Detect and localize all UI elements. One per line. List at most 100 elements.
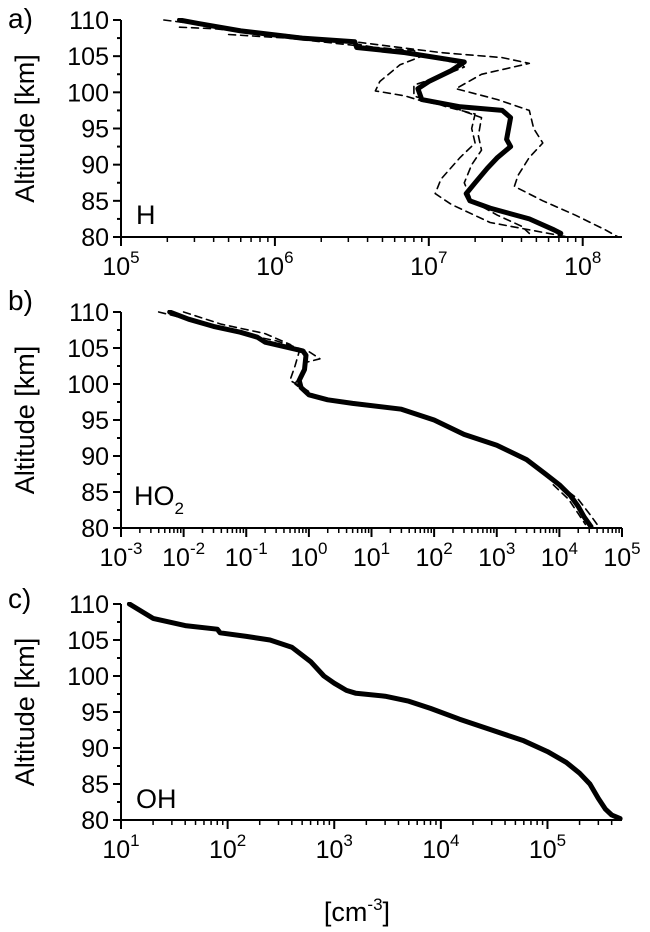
x-axis-title-end: ] [383, 897, 391, 927]
y-tick-label: 105 [67, 627, 109, 655]
x-tick-exponent: 7 [438, 248, 447, 267]
x-tick-exponent: 4 [569, 539, 578, 558]
x-tick-label: 105 [102, 248, 139, 281]
x-tick-exponent: 1 [381, 539, 390, 558]
y-tick-label: 80 [81, 807, 109, 835]
x-tick-exponent: 5 [631, 539, 640, 558]
series-line-dashed [552, 484, 587, 526]
x-tick-exponent: 4 [450, 831, 459, 850]
species-name: H [136, 200, 156, 230]
x-tick-base: 10 [162, 544, 190, 572]
x-tick-base: 10 [422, 836, 450, 864]
x-tick-base: 10 [209, 836, 237, 864]
y-tick-label: 90 [81, 152, 109, 180]
x-tick-base: 10 [529, 836, 557, 864]
x-tick-label: 105 [529, 831, 566, 864]
series-group [126, 602, 623, 822]
x-tick-label: 103 [478, 539, 515, 572]
x-tick-label: 103 [316, 831, 353, 864]
x-tick-base: 10 [102, 836, 130, 864]
y-tick-label: 110 [69, 299, 109, 327]
x-tick-exponent: 3 [343, 831, 352, 850]
series-line-dashed [182, 311, 315, 396]
x-tick-base: 10 [603, 544, 631, 572]
y-tick-label: 95 [81, 699, 109, 727]
y-axis-title: Altitude [km] [10, 638, 40, 787]
species-label: HO2 [134, 481, 184, 518]
x-tick-exponent: -1 [253, 539, 268, 558]
x-tick-base: 10 [225, 544, 253, 572]
x-tick-base: 10 [478, 544, 506, 572]
x-axis-title-sup: -3 [367, 895, 382, 914]
panel-label: b) [8, 285, 33, 316]
y-tick-label: 85 [81, 771, 109, 799]
x-tick-label: 104 [541, 539, 578, 572]
series-group [163, 18, 619, 238]
series-line-dashed [163, 19, 569, 238]
series-line-dashed [558, 484, 598, 526]
y-tick-label: 80 [81, 515, 109, 543]
y-tick-label: 105 [67, 43, 109, 71]
x-tick-label: 102 [209, 831, 246, 864]
x-tick-exponent: 8 [592, 248, 601, 267]
x-tick-base: 10 [290, 544, 318, 572]
species-subscript: 2 [175, 499, 184, 518]
x-tick-exponent: 3 [506, 539, 515, 558]
x-tick-label: 101 [102, 831, 139, 864]
y-tick-label: 85 [81, 479, 109, 507]
x-axis-title: [cm-3] [324, 895, 390, 927]
x-tick-base: 10 [564, 253, 592, 281]
x-tick-label: 100 [290, 539, 327, 572]
species-name: HO [134, 481, 175, 511]
x-tick-base: 10 [100, 544, 128, 572]
y-tick-label: 100 [67, 79, 109, 107]
x-tick-base: 10 [256, 253, 284, 281]
x-tick-exponent: 6 [284, 248, 293, 267]
x-tick-label: 104 [422, 831, 459, 864]
x-tick-exponent: 0 [318, 539, 327, 558]
x-tick-base: 10 [410, 253, 438, 281]
x-tick-exponent: 1 [130, 831, 139, 850]
y-tick-label: 80 [81, 224, 109, 252]
x-tick-label: 10-2 [162, 539, 205, 572]
x-tick-base: 10 [102, 253, 130, 281]
x-tick-label: 106 [256, 248, 293, 281]
x-tick-exponent: -3 [127, 539, 142, 558]
y-tick-label: 100 [67, 663, 109, 691]
y-tick-label: 110 [69, 7, 109, 35]
series-line-mean [177, 18, 564, 236]
species-name: OH [136, 784, 177, 814]
y-tick-label: 100 [67, 371, 109, 399]
panel-label: a) [8, 3, 33, 34]
y-tick-label: 105 [67, 335, 109, 363]
y-tick-label: 90 [81, 443, 109, 471]
species-label: H [136, 200, 156, 230]
y-tick-label: 95 [81, 407, 109, 435]
panel-label: c) [8, 583, 31, 614]
y-tick-label: 85 [81, 188, 109, 216]
x-tick-exponent: 2 [237, 831, 246, 850]
x-tick-base: 10 [316, 836, 344, 864]
x-tick-label: 10-1 [225, 539, 268, 572]
y-axis-title: Altitude [km] [10, 346, 40, 495]
x-tick-label: 105 [603, 539, 640, 572]
y-tick-label: 110 [69, 591, 109, 619]
series-group [157, 310, 598, 530]
x-axis-title-main: [cm [324, 897, 368, 927]
y-axis-title: Altitude [km] [10, 54, 40, 203]
series-line-dashed [178, 26, 619, 238]
series-line-mean [167, 310, 594, 530]
x-tick-exponent: -2 [190, 539, 205, 558]
x-tick-base: 10 [353, 544, 381, 572]
y-tick-label: 90 [81, 735, 109, 763]
series-line-mean [126, 602, 623, 822]
x-tick-label: 107 [410, 248, 447, 281]
series-line-dashed [227, 33, 531, 235]
x-tick-base: 10 [541, 544, 569, 572]
species-label: OH [136, 784, 177, 814]
y-tick-label: 95 [81, 116, 109, 144]
